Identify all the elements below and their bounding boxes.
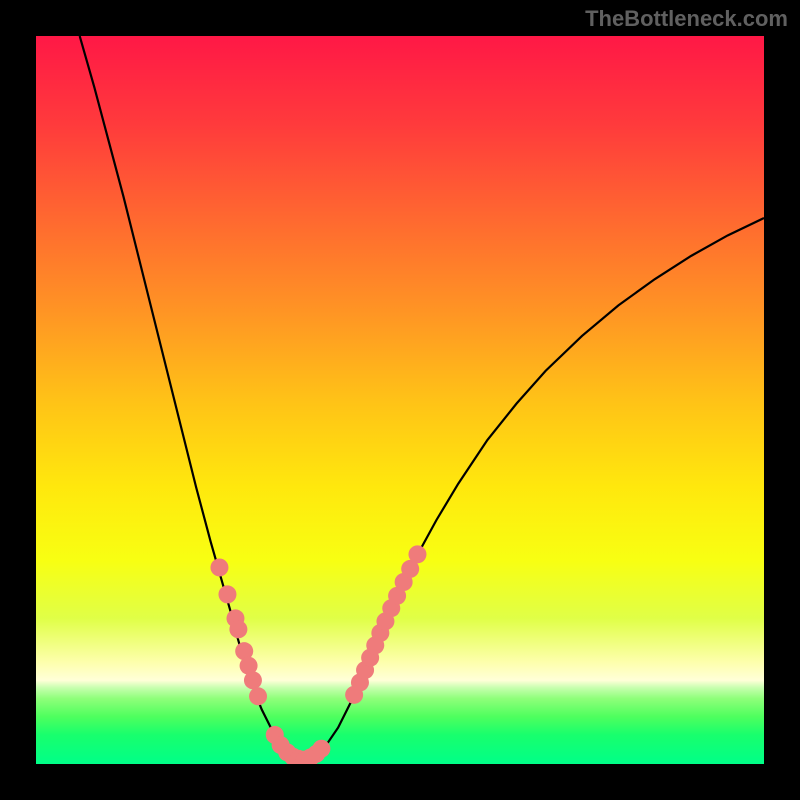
data-marker bbox=[408, 545, 426, 563]
chart-container: TheBottleneck.com bbox=[0, 0, 800, 800]
bottleneck-curve bbox=[80, 36, 764, 760]
plot-area bbox=[36, 36, 764, 764]
data-marker bbox=[229, 620, 247, 638]
watermark-text: TheBottleneck.com bbox=[585, 6, 788, 32]
marker-group bbox=[210, 545, 426, 764]
data-marker bbox=[244, 671, 262, 689]
curve-layer bbox=[36, 36, 764, 764]
data-marker bbox=[312, 740, 330, 758]
data-marker bbox=[249, 687, 267, 705]
data-marker bbox=[210, 558, 228, 576]
data-marker bbox=[218, 585, 236, 603]
